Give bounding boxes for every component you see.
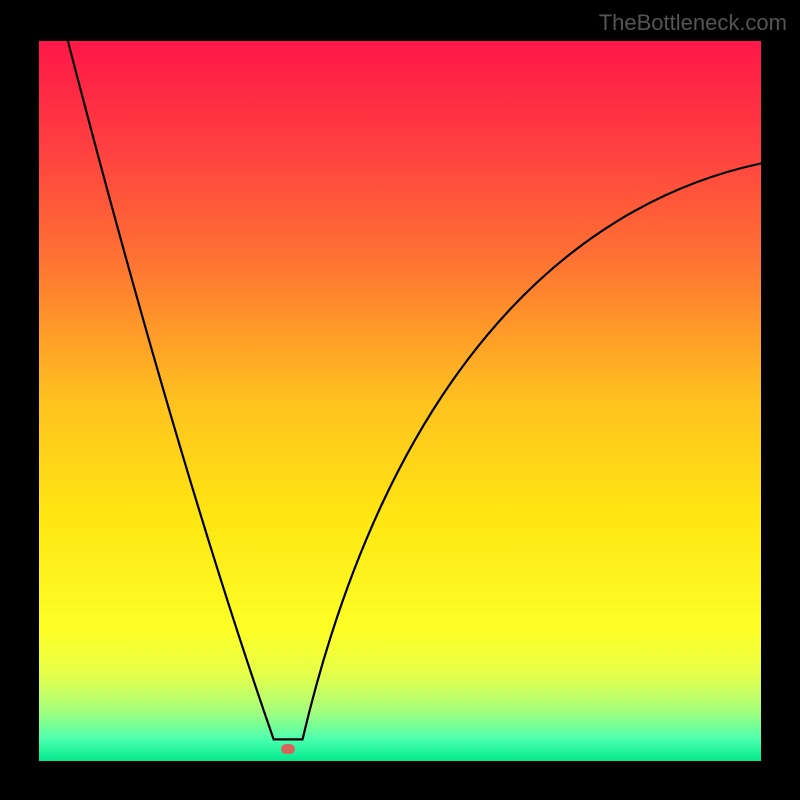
min-marker — [281, 744, 295, 754]
watermark-text: TheBottleneck.com — [599, 10, 787, 36]
plot-area — [39, 41, 761, 761]
bottleneck-curve — [39, 41, 761, 761]
chart-canvas: TheBottleneck.com — [0, 0, 800, 800]
